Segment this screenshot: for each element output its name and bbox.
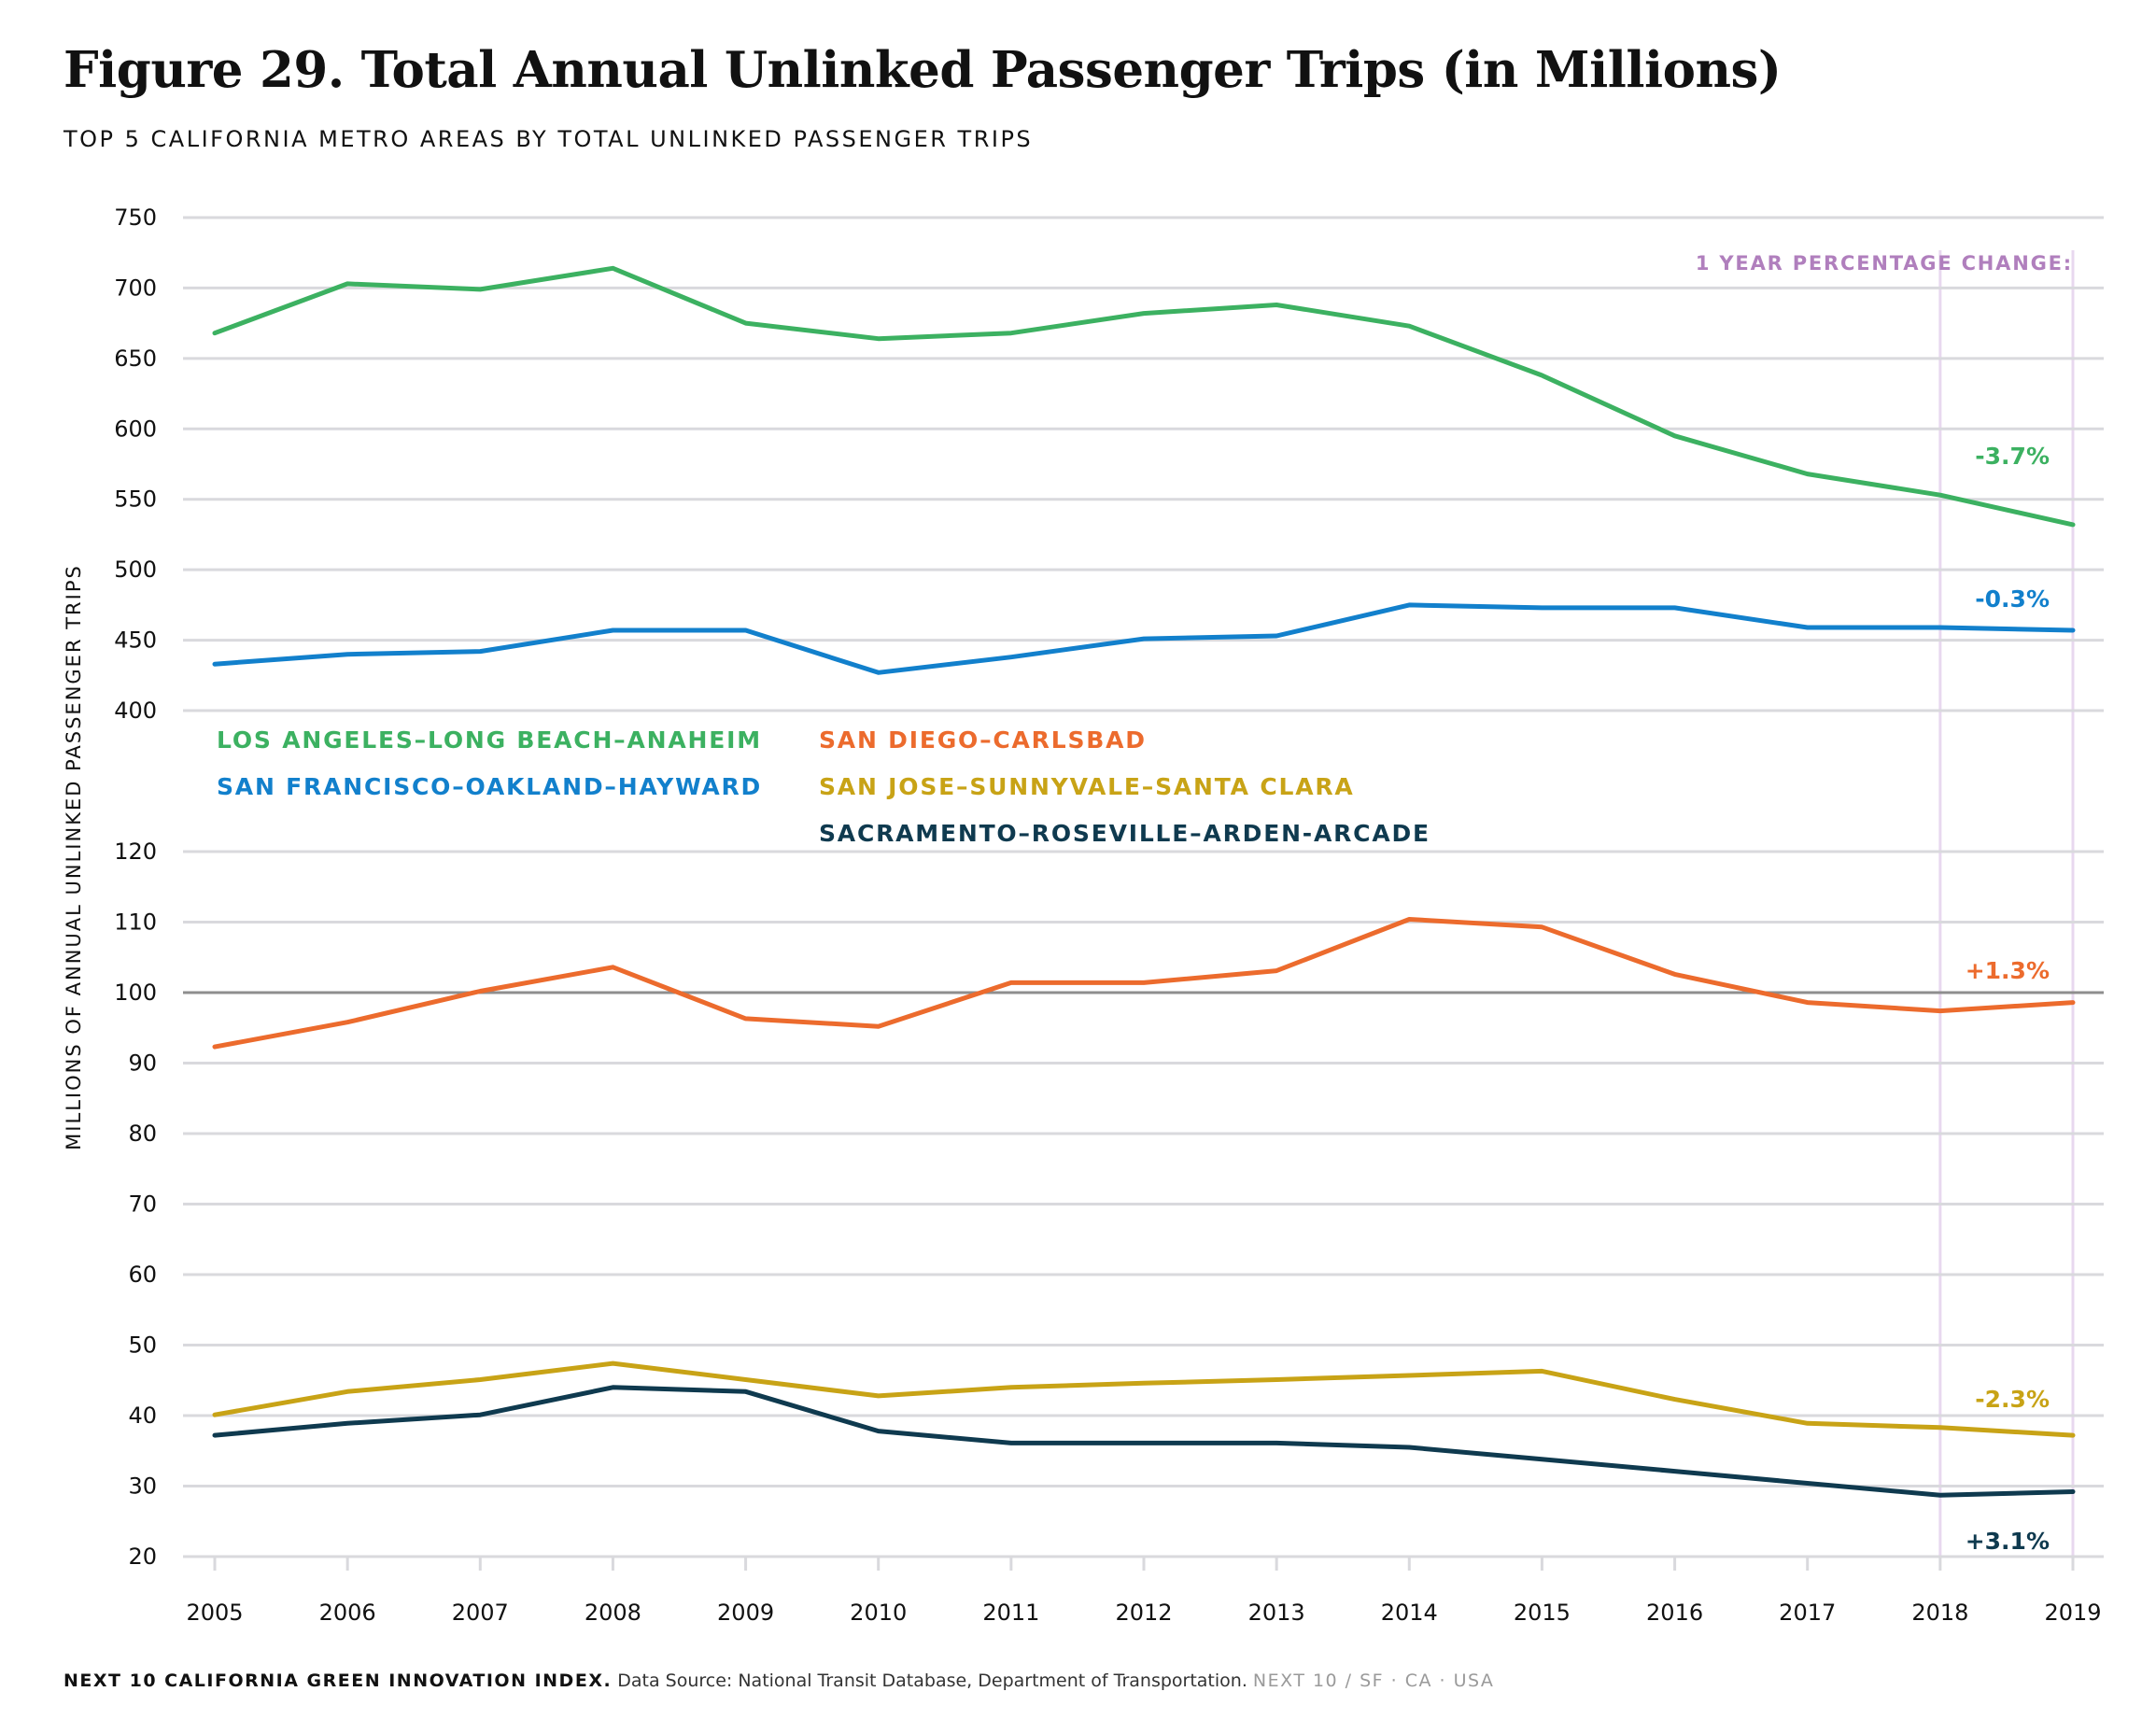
- y-tick-label-upper-600: 600: [114, 416, 157, 442]
- y-tick-label-upper-650: 650: [114, 345, 157, 372]
- y-tick-label-upper-700: 700: [114, 275, 157, 301]
- y-tick-label-lower-110: 110: [114, 909, 157, 936]
- change-label-1: -0.3%: [1975, 585, 2050, 613]
- footer: NEXT 10 CALIFORNIA GREEN INNOVATION INDE…: [63, 1671, 1494, 1691]
- x-tick-label-2005: 2005: [186, 1600, 243, 1626]
- x-tick-label-2006: 2006: [319, 1600, 376, 1626]
- x-tick-label-2016: 2016: [1646, 1600, 1703, 1626]
- footer-brand: NEXT 10 CALIFORNIA GREEN INNOVATION INDE…: [63, 1671, 613, 1691]
- y-tick-label-lower-40: 40: [128, 1403, 157, 1429]
- y-tick-label-upper-500: 500: [114, 557, 157, 583]
- x-axis: 2005 2006 2007 2008 2009 2010 2011 2012 2013 2014…: [186, 1557, 2102, 1626]
- change-label-4: +3.1%: [1966, 1528, 2050, 1555]
- footer-source: Data Source: National Transit Database, …: [617, 1671, 1247, 1691]
- x-tick-label-2014: 2014: [1381, 1600, 1438, 1626]
- y-tick-label-lower-50: 50: [128, 1332, 157, 1359]
- legend-item-4: SACRAMENTO–ROSEVILLE–ARDEN-ARCADE: [819, 820, 1430, 847]
- series-line-1: [212, 602, 2076, 675]
- annotation-header: 1 YEAR PERCENTAGE CHANGE:: [1696, 252, 2073, 275]
- change-label-0: -3.7%: [1975, 443, 2050, 470]
- y-tick-label-upper-450: 450: [114, 627, 157, 654]
- series-line-2: [212, 917, 2076, 1050]
- y-tick-label-lower-30: 30: [128, 1473, 157, 1500]
- x-tick-label-2010: 2010: [850, 1600, 907, 1626]
- y-tick-label-lower-60: 60: [128, 1262, 157, 1288]
- x-tick-label-2012: 2012: [1115, 1600, 1172, 1626]
- series-line-3: [212, 1360, 2076, 1438]
- legend: LOS ANGELES–LONG BEACH–ANAHEIM SAN FRANCI…: [217, 726, 1430, 847]
- legend-item-2: SAN DIEGO–CARLSBAD: [819, 726, 1147, 754]
- y-tick-label-upper-400: 400: [114, 698, 157, 724]
- gridlines: [183, 216, 2104, 1558]
- chart-title: Figure 29. Total Annual Unlinked Passeng…: [63, 41, 1782, 99]
- change-label-2: +1.3%: [1966, 957, 2050, 984]
- x-tick-label-2011: 2011: [982, 1600, 1039, 1626]
- x-tick-label-2019: 2019: [2044, 1600, 2101, 1626]
- legend-item-1: SAN FRANCISCO–OAKLAND–HAYWARD: [217, 773, 762, 800]
- y-tick-label-upper-550: 550: [114, 486, 157, 513]
- chart-subtitle: TOP 5 CALIFORNIA METRO AREAS BY TOTAL UN…: [63, 126, 1034, 152]
- change-annotations: -3.7% -0.3% +1.3% -2.3% +3.1%: [1966, 443, 2050, 1555]
- footer-credit: NEXT 10 / SF · CA · USA: [1252, 1671, 1495, 1691]
- x-tick-label-2018: 2018: [1911, 1600, 1968, 1626]
- x-tick-label-2009: 2009: [717, 1600, 774, 1626]
- x-tick-label-2008: 2008: [585, 1600, 641, 1626]
- series-lines: [212, 265, 2076, 1498]
- change-label-3: -2.3%: [1975, 1386, 2050, 1413]
- series-line-4: [212, 1385, 2076, 1498]
- highlight-band-layer: [1938, 250, 2075, 1557]
- y-tick-label-upper-750: 750: [114, 204, 157, 231]
- legend-item-3: SAN JOSE–SUNNYVALE–SANTA CLARA: [819, 773, 1355, 800]
- x-tick-label-2015: 2015: [1514, 1600, 1571, 1626]
- y-tick-label-lower-120: 120: [114, 839, 157, 865]
- y-axis-label: MILLIONS OF ANNUAL UNLINKED PASSENGER TR…: [63, 564, 85, 1150]
- y-tick-label-lower-80: 80: [128, 1121, 157, 1147]
- y-tick-label-lower-20: 20: [128, 1544, 157, 1570]
- y-tick-label-lower-90: 90: [128, 1050, 157, 1077]
- x-tick-label-2017: 2017: [1779, 1600, 1836, 1626]
- x-tick-label-2007: 2007: [452, 1600, 509, 1626]
- legend-item-0: LOS ANGELES–LONG BEACH–ANAHEIM: [217, 726, 762, 754]
- y-tick-labels: 400 450 500 550 600 650 700 750 20 30 40 50 60 70 80 90…: [114, 204, 157, 1570]
- y-tick-label-lower-70: 70: [128, 1191, 157, 1218]
- y-tick-label-lower-100: 100: [114, 980, 157, 1006]
- x-tick-label-2013: 2013: [1248, 1600, 1305, 1626]
- series-line-0: [212, 265, 2076, 528]
